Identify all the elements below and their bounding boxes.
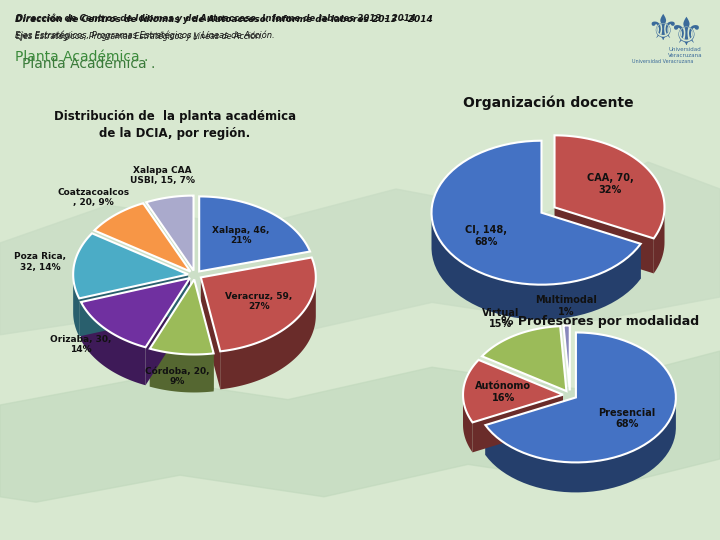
Polygon shape: [482, 326, 567, 391]
Text: Coatzacoalcos
, 20, 9%: Coatzacoalcos , 20, 9%: [58, 188, 130, 207]
Polygon shape: [463, 395, 472, 453]
Text: Planta Académica .: Planta Académica .: [15, 50, 148, 64]
Text: Universidad
Veracruzana: Universidad Veracruzana: [667, 47, 702, 58]
Text: Virtual
15%: Virtual 15%: [482, 308, 519, 329]
Polygon shape: [150, 280, 214, 354]
Text: ⚜: ⚜: [647, 14, 678, 47]
Polygon shape: [554, 207, 654, 273]
Text: Distribución de  la planta académica
de la DCIA, por región.: Distribución de la planta académica de l…: [54, 110, 296, 140]
Polygon shape: [81, 302, 145, 385]
Polygon shape: [554, 136, 665, 239]
Polygon shape: [541, 213, 641, 279]
Text: Presencial
68%: Presencial 68%: [598, 408, 655, 429]
Text: Poza Rica,
32, 14%: Poza Rica, 32, 14%: [14, 252, 66, 272]
Polygon shape: [201, 278, 220, 389]
Polygon shape: [0, 351, 720, 502]
Text: Ejes Estratégicos, Programas Estratégicos y Líneas de Acción.: Ejes Estratégicos, Programas Estratégico…: [16, 31, 263, 41]
Text: Organización docente: Organización docente: [463, 95, 634, 110]
Polygon shape: [150, 349, 214, 393]
Polygon shape: [73, 275, 79, 336]
Polygon shape: [564, 326, 570, 390]
Text: ⚜: ⚜: [667, 15, 703, 53]
Polygon shape: [146, 195, 194, 271]
Text: Xalapa CAA
USBI, 15, 7%: Xalapa CAA USBI, 15, 7%: [130, 166, 194, 185]
Polygon shape: [485, 399, 676, 492]
Text: Planta Académica .: Planta Académica .: [22, 57, 155, 71]
Text: Multimodal
1%: Multimodal 1%: [535, 295, 597, 317]
Polygon shape: [201, 258, 316, 352]
Text: Córdoba, 20,
9%: Córdoba, 20, 9%: [145, 367, 210, 386]
Polygon shape: [194, 280, 214, 392]
Text: Dirección de Centros de Idiomas y de Autoacceso. Informe de labores 2013 – 2014: Dirección de Centros de Idiomas y de Aut…: [15, 15, 433, 24]
Text: % Profesores por modalidad: % Profesores por modalidad: [501, 315, 699, 328]
Polygon shape: [472, 395, 563, 453]
Polygon shape: [94, 203, 191, 272]
Polygon shape: [199, 197, 310, 272]
Polygon shape: [220, 279, 316, 389]
Polygon shape: [431, 141, 641, 285]
Polygon shape: [73, 233, 188, 299]
Text: CI, 148,
68%: CI, 148, 68%: [464, 225, 507, 246]
Polygon shape: [150, 280, 194, 387]
Polygon shape: [0, 162, 720, 335]
Polygon shape: [654, 207, 665, 273]
Text: Orizaba, 30,
14%: Orizaba, 30, 14%: [50, 335, 112, 354]
Polygon shape: [145, 278, 190, 385]
Text: CAA, 70,
32%: CAA, 70, 32%: [587, 173, 634, 195]
Text: Veracruz, 59,
27%: Veracruz, 59, 27%: [225, 292, 293, 311]
Polygon shape: [485, 333, 676, 462]
Polygon shape: [79, 274, 188, 336]
Polygon shape: [81, 278, 190, 340]
Text: Dirección de Centros de Idiomas y de Autoacceso. Informe de labores 2013 – 2014: Dirección de Centros de Idiomas y de Aut…: [16, 14, 415, 23]
Polygon shape: [431, 214, 641, 320]
Text: Universidad Veracruzana: Universidad Veracruzana: [631, 59, 693, 64]
Polygon shape: [463, 360, 563, 422]
Polygon shape: [81, 278, 190, 347]
Text: Autónomo
16%: Autónomo 16%: [475, 381, 531, 403]
Text: Ejes Estratégicos, Programas Estratégicos y Líneas de Acción.: Ejes Estratégicos, Programas Estratégico…: [15, 30, 274, 39]
Text: Xalapa, 46,
21%: Xalapa, 46, 21%: [212, 226, 270, 245]
Polygon shape: [485, 397, 576, 455]
